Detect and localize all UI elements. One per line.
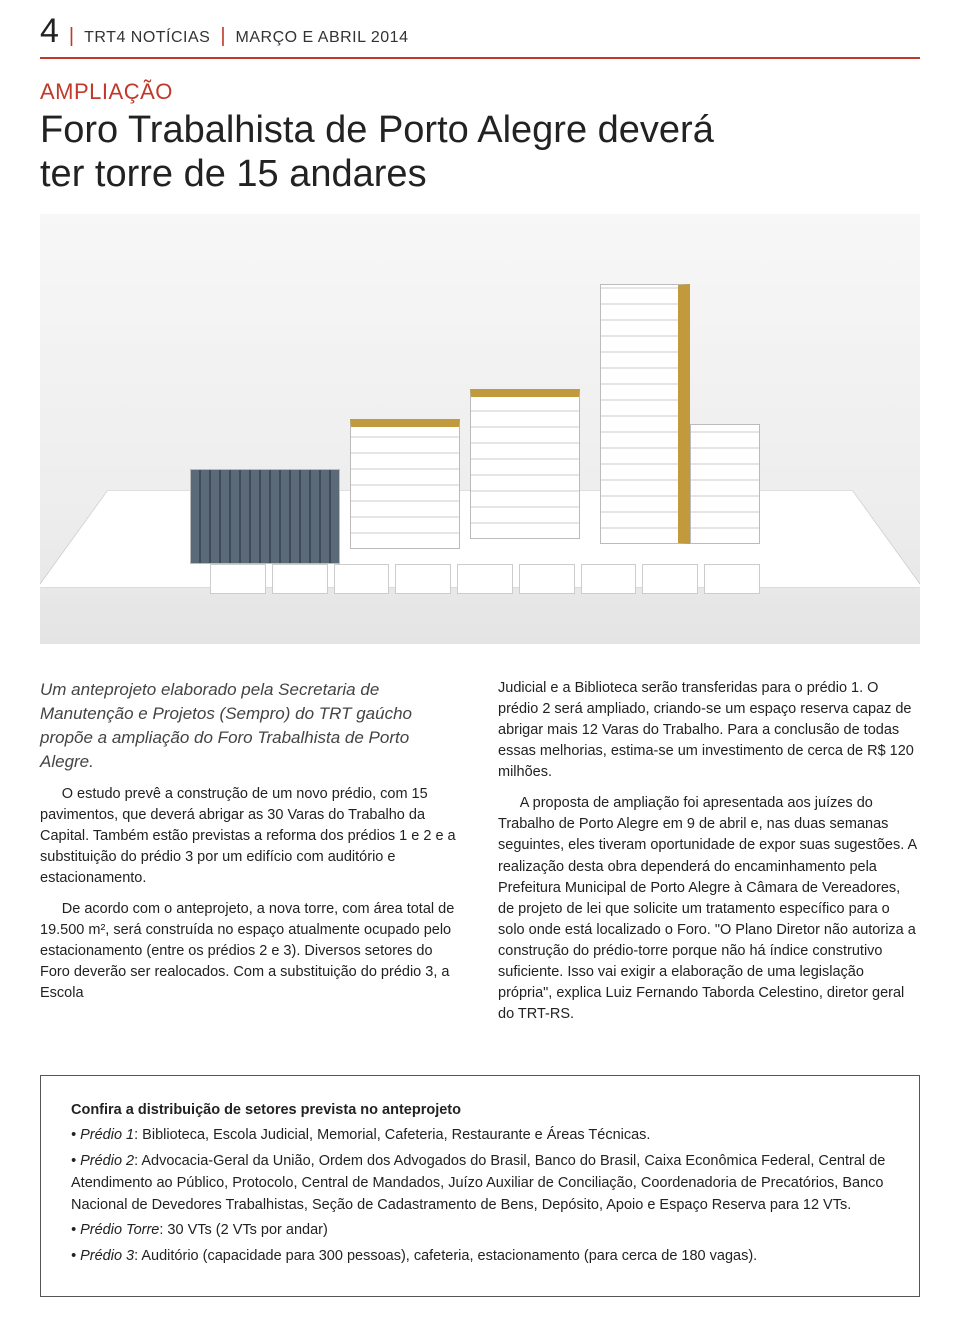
illustration-small-houses: [210, 564, 760, 604]
page-header: 4 | TRT4 NOTÍCIAS | MARÇO E ABRIL 2014: [40, 0, 920, 59]
hero-illustration: [40, 214, 920, 644]
info-box-item: • Prédio 3: Auditório (capacidade para 3…: [71, 1246, 889, 1268]
info-box-item: • Prédio 2: Advocacia-Geral da União, Or…: [71, 1151, 889, 1216]
illustration-building-mid1: [470, 389, 580, 539]
info-box-item: • Prédio Torre: 30 VTs (2 VTs por andar): [71, 1220, 889, 1242]
info-box-item-text: : Advocacia-Geral da União, Ordem dos Ad…: [71, 1153, 885, 1213]
illustration-building-tower: [600, 284, 690, 544]
page-number: 4: [40, 12, 59, 51]
info-box-item-text: : Auditório (capacidade para 300 pessoas…: [134, 1248, 757, 1264]
article-paragraph: De acordo com o anteprojeto, a nova torr…: [40, 899, 462, 1004]
info-box-item-label: • Prédio 3: [71, 1248, 134, 1264]
article-kicker: AMPLIAÇÃO: [40, 79, 920, 105]
article-paragraph: Judicial e a Biblioteca serão transferid…: [498, 678, 920, 783]
article-headline: Foro Trabalhista de Porto Alegre deverá …: [40, 109, 760, 196]
info-box-item: • Prédio 1: Biblioteca, Escola Judicial,…: [71, 1125, 889, 1147]
article-column-right: Judicial e a Biblioteca serão transferid…: [498, 678, 920, 1034]
info-box-item-label: • Prédio 1: [71, 1127, 134, 1143]
illustration-building-annex: [690, 424, 760, 544]
article-lede: Um anteprojeto elaborado pela Secretaria…: [40, 678, 462, 773]
article-column-left: Um anteprojeto elaborado pela Secretaria…: [40, 678, 462, 1034]
article-paragraph: O estudo prevê a construção de um novo p…: [40, 784, 462, 889]
info-box-item-label: • Prédio Torre: [71, 1222, 159, 1238]
header-separator-2: |: [220, 25, 225, 48]
info-box-title: Confira a distribuição de setores previs…: [71, 1100, 889, 1122]
article-paragraph: A proposta de ampliação foi apresentada …: [498, 793, 920, 1024]
article-columns: Um anteprojeto elaborado pela Secretaria…: [40, 678, 920, 1034]
info-box-item-text: : 30 VTs (2 VTs por andar): [159, 1222, 327, 1238]
header-separator-1: |: [69, 25, 74, 48]
illustration-building-low: [190, 469, 340, 564]
issue-date: MARÇO E ABRIL 2014: [236, 29, 409, 47]
info-box-item-label: • Prédio 2: [71, 1153, 134, 1169]
publication-name: TRT4 NOTÍCIAS: [84, 29, 210, 47]
illustration-building-mid2: [350, 419, 460, 549]
info-box: Confira a distribuição de setores previs…: [40, 1075, 920, 1297]
info-box-item-text: : Biblioteca, Escola Judicial, Memorial,…: [134, 1127, 650, 1143]
